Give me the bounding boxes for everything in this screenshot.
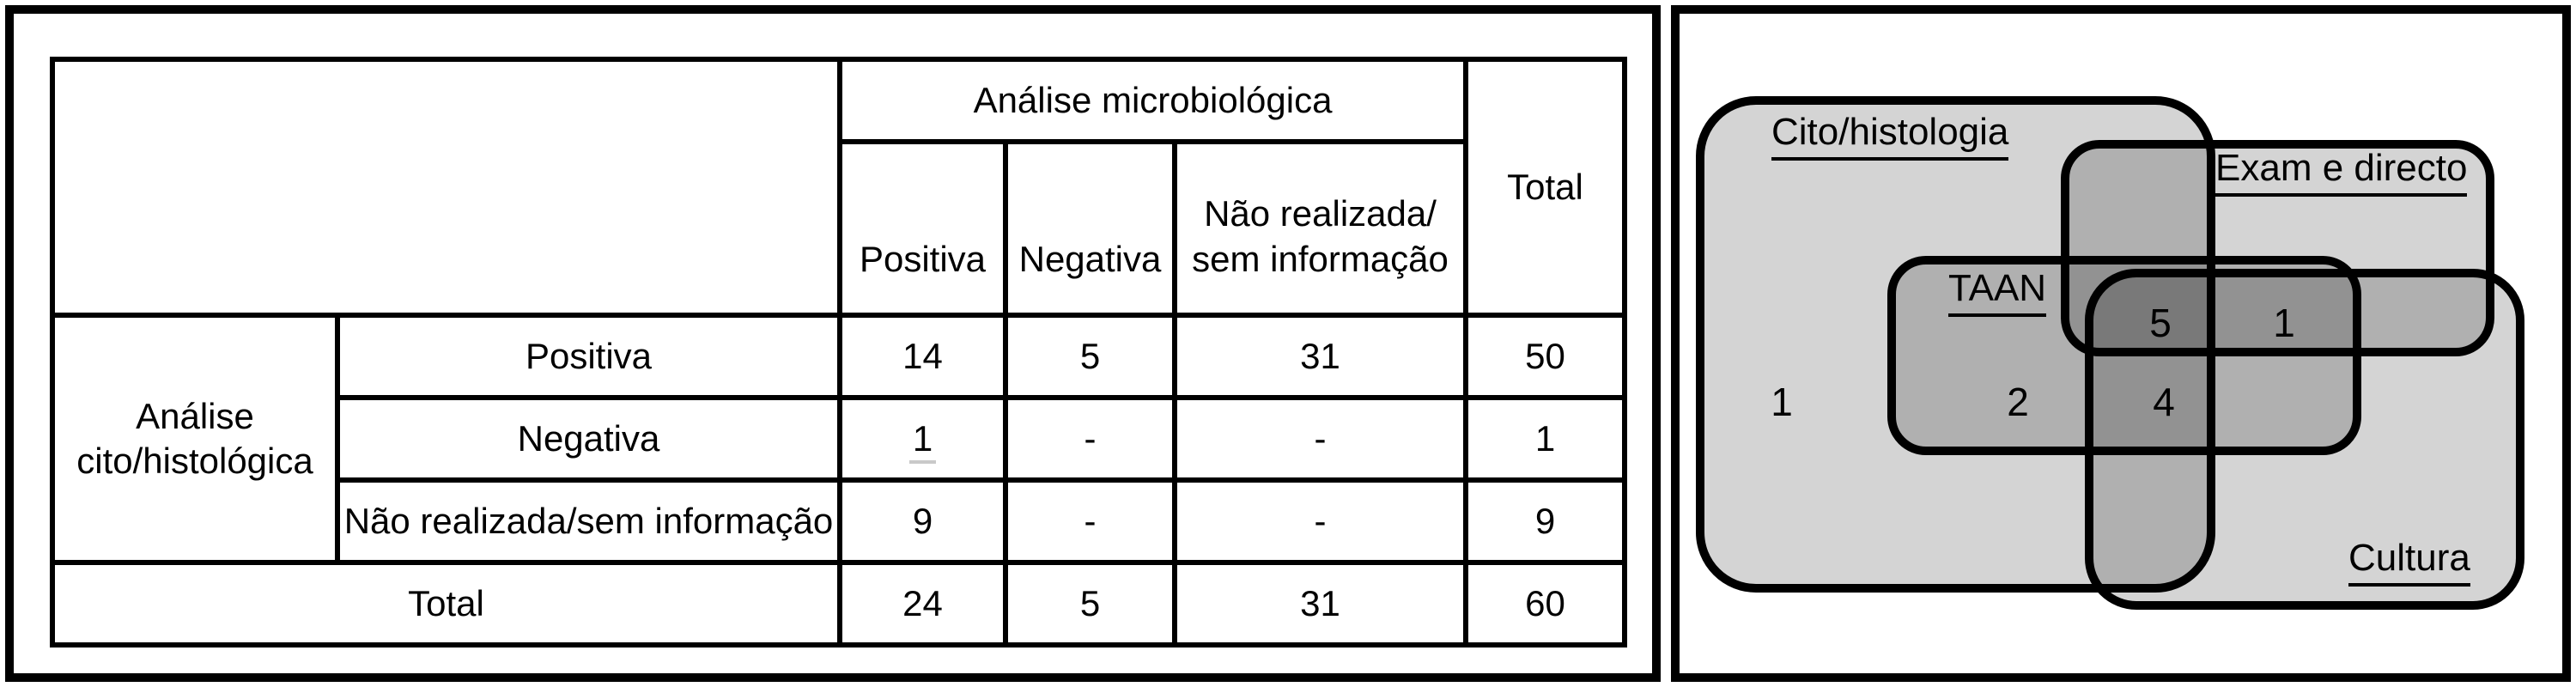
venn-count-cito-taan: 2 (2007, 380, 2029, 424)
venn-count-taan-exam-cultura: 1 (2273, 301, 2295, 345)
venn-label-cultura: Cultura (2348, 539, 2470, 587)
venn-panel: Cito/histologia Exam e directo TAAN Cult… (1671, 5, 2571, 682)
row-label-nao-realizada: Não realizada/sem informação (335, 477, 842, 565)
col-header-negativa: Negativa (1003, 139, 1177, 318)
table-panel: Análise microbiológica Total Positiva Ne… (5, 5, 1661, 682)
data-cell: - (1003, 477, 1177, 565)
data-cell: 50 (1463, 313, 1627, 400)
venn-count-cito-only: 1 (1771, 380, 1793, 424)
data-cell: 31 (1172, 560, 1468, 647)
data-cell: 60 (1463, 560, 1627, 647)
data-cell: 1 (837, 395, 1008, 483)
venn-count-cito-taan-cultura: 4 (2153, 380, 2175, 424)
venn-set-cultura (2085, 269, 2524, 610)
venn-label-exame-directo: Exam e directo (2215, 149, 2468, 197)
total-column-header: Total (1463, 57, 1627, 318)
contingency-table-wrap: Análise microbiológica Total Positiva Ne… (50, 57, 1627, 647)
venn-set-exame-directo (2061, 140, 2494, 356)
row-label-positiva: Positiva (335, 313, 842, 400)
data-cell: - (1003, 395, 1177, 483)
data-cell: 9 (1463, 477, 1627, 565)
col-header-positiva: Positiva (837, 139, 1008, 318)
data-cell: - (1172, 395, 1468, 483)
venn-count-cito-taan-exam-cultura: 5 (2149, 301, 2172, 345)
data-cell: 1 (1463, 395, 1627, 483)
venn-label-cito-histologia: Cito/histologia (1771, 113, 2009, 161)
row-label-negativa: Negativa (335, 395, 842, 483)
row-group-header-cito-histologica: Análise cito/histológica (50, 313, 340, 565)
col-header-nao-realizada: Não realizada/ sem informação (1172, 139, 1468, 318)
data-cell: 9 (837, 477, 1008, 565)
data-cell: 31 (1172, 313, 1468, 400)
venn-set-cito-histologia (1696, 96, 2215, 593)
venn-label-taan: TAAN (1948, 270, 2047, 317)
underlined-value: 1 (908, 417, 937, 464)
data-cell: - (1172, 477, 1468, 565)
data-cell: 24 (837, 560, 1008, 647)
data-cell: 5 (1003, 313, 1177, 400)
total-row-label: Total (50, 560, 842, 647)
data-cell: 5 (1003, 560, 1177, 647)
data-cell: 14 (837, 313, 1008, 400)
contingency-table: Análise microbiológica Total Positiva Ne… (50, 57, 1627, 647)
micro-analysis-group-header: Análise microbiológica (837, 57, 1468, 144)
table-corner-blank-cell (50, 57, 842, 318)
